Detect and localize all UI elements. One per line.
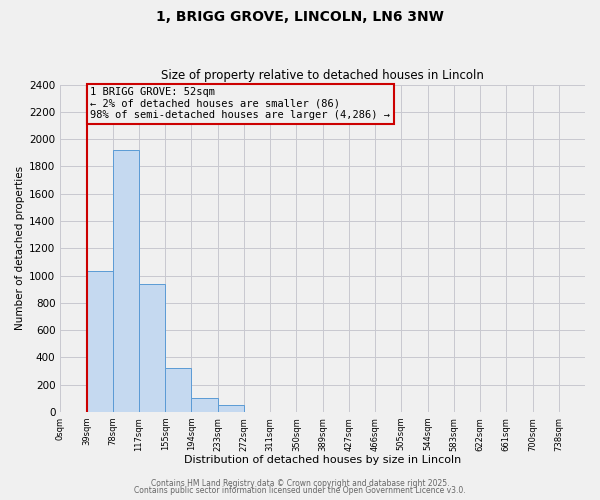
Bar [139,284,165,412]
Text: Contains HM Land Registry data © Crown copyright and database right 2025.: Contains HM Land Registry data © Crown c… [151,478,449,488]
Bar [191,398,218,412]
Bar [86,271,113,412]
Y-axis label: Number of detached properties: Number of detached properties [15,166,25,330]
Title: Size of property relative to detached houses in Lincoln: Size of property relative to detached ho… [161,69,484,82]
Text: Contains public sector information licensed under the Open Government Licence v3: Contains public sector information licen… [134,486,466,495]
Bar [218,405,244,412]
Text: 1 BRIGG GROVE: 52sqm
← 2% of detached houses are smaller (86)
98% of semi-detach: 1 BRIGG GROVE: 52sqm ← 2% of detached ho… [91,88,391,120]
X-axis label: Distribution of detached houses by size in Lincoln: Distribution of detached houses by size … [184,455,461,465]
Bar [113,150,139,412]
Text: 1, BRIGG GROVE, LINCOLN, LN6 3NW: 1, BRIGG GROVE, LINCOLN, LN6 3NW [156,10,444,24]
Bar [165,368,191,412]
